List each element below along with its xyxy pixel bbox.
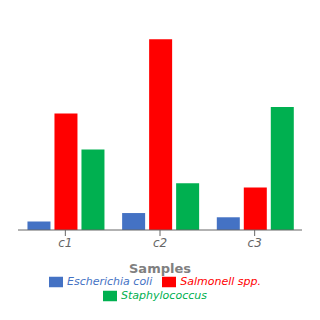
- html-text:Salmonell spp.: Salmonell spp.: [180, 275, 261, 288]
- html-text:Escherichia coli: Escherichia coli: [67, 275, 153, 288]
- html-text:Staphylococcus: Staphylococcus: [121, 289, 207, 302]
- svg-text:Samples: Samples: [129, 261, 191, 276]
- svg-text:c2: c2: [153, 236, 167, 250]
- svg-text:c3: c3: [248, 236, 262, 250]
- svg-text:c1: c1: [58, 236, 72, 250]
